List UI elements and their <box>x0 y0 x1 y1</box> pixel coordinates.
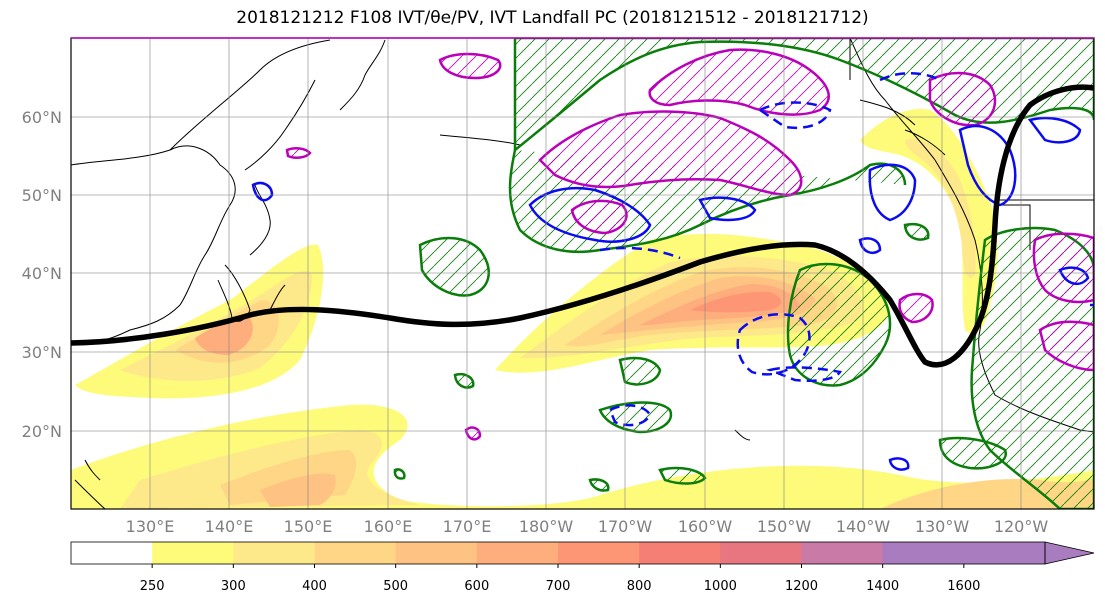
colorbar-tick-label: 600 <box>464 579 489 594</box>
lon-label-150e: 150°E <box>284 517 333 536</box>
lon-label-150w: 150°W <box>757 517 812 536</box>
colorbar-extend-arrow <box>1044 541 1095 565</box>
colorbar-ticks: 250 300 400 500 600 700 800 1000 1200 1400 1600 <box>140 564 980 594</box>
lon-label-140w: 140°W <box>836 517 891 536</box>
theta-contour-north <box>513 38 1094 153</box>
colorbar-swatch <box>152 542 234 564</box>
blue-contours <box>251 72 1094 471</box>
lat-label-20: 20°N <box>22 422 62 441</box>
colorbar-tick-label: 250 <box>140 579 165 594</box>
colorbar-swatches <box>71 542 1046 564</box>
colorbar-swatch <box>882 542 965 564</box>
lon-label-140e: 140°E <box>205 517 254 536</box>
lat-label-60: 60°N <box>22 108 62 127</box>
figure-title: 2018121212 F108 IVT/θe/PV, IVT Landfall … <box>236 8 869 28</box>
lon-label-160e: 160°E <box>364 517 413 536</box>
lon-label-130e: 130°E <box>126 517 175 536</box>
colorbar-swatch <box>233 542 315 564</box>
lat-labels: 60°N 50°N 40°N 30°N 20°N <box>22 108 62 441</box>
colorbar-tick-label: 700 <box>546 579 571 594</box>
blue-contour-dashed-south <box>736 312 811 376</box>
colorbar-tick-label: 1600 <box>947 579 980 594</box>
colorbar-swatch <box>476 542 559 564</box>
lon-labels: 130°E 140°E 150°E 160°E 170°E 180°W 170°… <box>126 517 1049 536</box>
colorbar-swatch <box>639 542 721 564</box>
colorbar-swatch <box>801 542 884 564</box>
colorbar-tick-label: 1000 <box>704 579 737 594</box>
colorbar-swatch <box>71 542 153 564</box>
colorbar-swatch <box>720 542 802 564</box>
pv-contour-right <box>928 71 997 127</box>
lon-label-170e: 170°E <box>443 517 492 536</box>
lon-label-170w: 170°W <box>598 517 653 536</box>
colorbar-tick-label: 800 <box>627 579 652 594</box>
colorbar: 250 300 400 500 600 700 800 1000 1200 1400 1600 <box>70 541 1095 594</box>
pv-contour-north <box>538 110 803 197</box>
lon-label-180w: 180°W <box>519 517 574 536</box>
lat-label-50: 50°N <box>22 186 62 205</box>
lon-label-120w: 120°W <box>994 517 1049 536</box>
theta-contour-west <box>418 236 490 297</box>
blue-contour-east <box>868 163 917 222</box>
colorbar-tick-label: 1200 <box>785 579 818 594</box>
lat-label-30: 30°N <box>22 343 62 362</box>
blue-contour-north <box>528 186 652 243</box>
colorbar-swatch <box>963 542 1046 564</box>
colorbar-swatch <box>558 542 640 564</box>
lat-label-40: 40°N <box>22 264 62 283</box>
colorbar-swatch <box>395 542 478 564</box>
ivt-plume-ne <box>860 109 998 334</box>
colorbar-tick-label: 500 <box>383 579 408 594</box>
lon-label-130w: 130°W <box>915 517 970 536</box>
colorbar-tick-label: 1400 <box>866 579 899 594</box>
lon-label-160w: 160°W <box>678 517 733 536</box>
colorbar-tick-label: 300 <box>221 579 246 594</box>
graticule <box>71 38 1094 509</box>
colorbar-tick-label: 400 <box>302 579 327 594</box>
colorbar-swatch <box>314 542 397 564</box>
pv-contour-small <box>438 52 502 80</box>
ivt-landfall-pc-line <box>71 84 1094 368</box>
